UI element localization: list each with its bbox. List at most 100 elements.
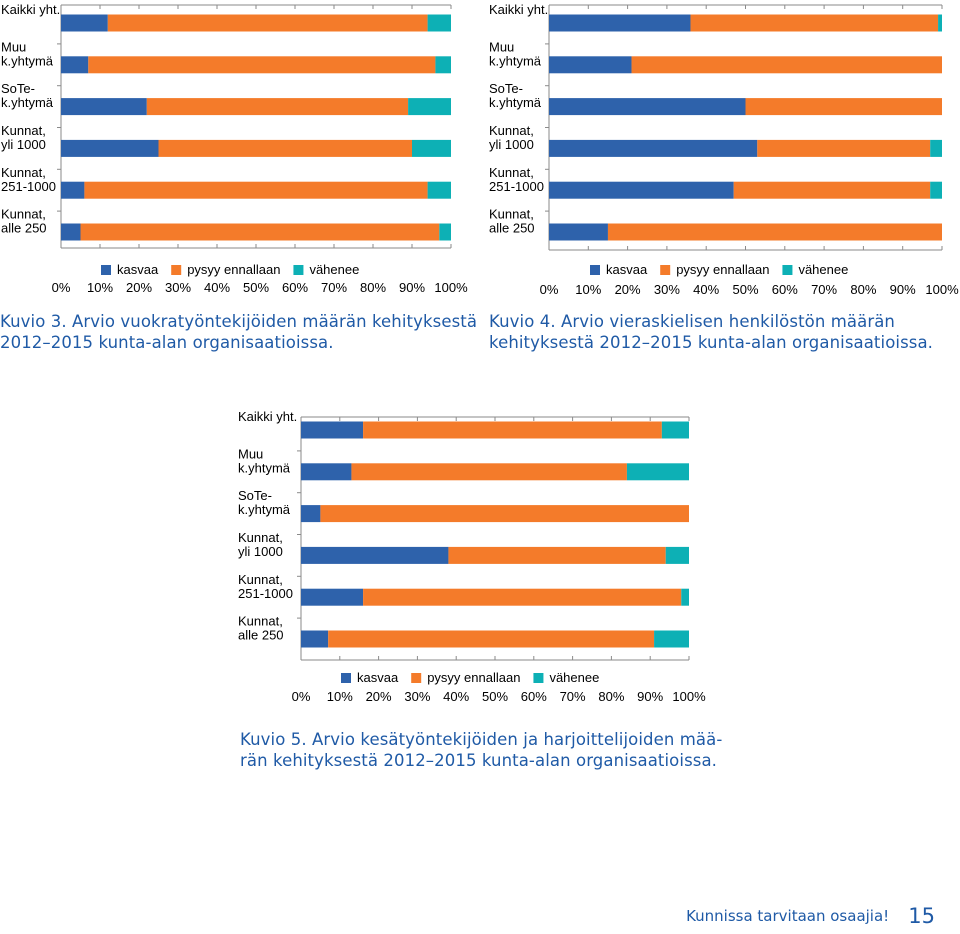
x-tick-label: 70% — [560, 689, 586, 704]
category-label: Kunnat, alle 250 — [238, 614, 284, 643]
bar-segment-kasvaa — [549, 98, 746, 116]
caption-kuvio-4: Kuvio 4. Arvio vieraskielisen henkilöstö… — [489, 311, 933, 353]
x-tick-label: 100% — [672, 689, 706, 704]
legend-swatch — [411, 673, 422, 683]
chart-kuvio-4: Kaikki yht.Muu k.yhtymäSoTe-k.yhtymäKunna… — [489, 2, 959, 297]
category-label-line: 251-1000 — [1, 179, 56, 194]
category-label-line: 251-1000 — [489, 179, 544, 194]
category-label: Kunnat, alle 250 — [1, 207, 47, 236]
category-label-line: alle 250 — [489, 221, 535, 236]
category-label-line: k.yhtymä — [489, 53, 542, 68]
x-tick-label: 30% — [165, 280, 191, 295]
category-label-line: Kunnat, — [238, 572, 283, 587]
caption-kuvio-3: Kuvio 3. Arvio vuokratyöntekijöiden määr… — [0, 311, 477, 353]
bar-segment-kasvaa — [549, 223, 608, 241]
category-label-line: k.yhtymä — [1, 95, 54, 110]
x-tick-label: 100% — [434, 280, 468, 295]
category-label-line: k.yhtymä — [1, 53, 54, 68]
category-label: Kunnat, yli 1000 — [238, 530, 283, 559]
bar-segment-vähenee — [661, 421, 689, 439]
bar-segment-pysyy — [158, 139, 412, 157]
bar-segment-kasvaa — [301, 630, 329, 648]
x-tick-label: 80% — [360, 280, 386, 295]
legend-label: kasvaa — [357, 670, 399, 685]
page-number: 15 — [908, 904, 935, 928]
x-tick-label: 60% — [772, 282, 798, 297]
x-tick-label: 0% — [52, 280, 71, 295]
legend-swatch — [341, 673, 351, 683]
x-tick-label: 30% — [654, 282, 680, 297]
category-label: Kunnat, 251-1000 — [1, 165, 56, 194]
x-tick-label: 100% — [925, 282, 959, 297]
category-label-line: Kunnat, — [489, 123, 534, 138]
category-label: Muu k.yhtymä — [238, 446, 291, 475]
x-tick-label: 80% — [598, 689, 624, 704]
category-label: Kaikki yht. — [1, 2, 60, 17]
bar-segment-pysyy — [607, 223, 942, 241]
category-label: SoTe-k.yhtymä — [1, 81, 54, 110]
x-tick-label: 0% — [292, 689, 311, 704]
category-label-line: Kunnat, — [1, 165, 46, 180]
category-label: Kunnat, 251-1000 — [489, 165, 544, 194]
category-label-line: Kaikki yht. — [238, 409, 297, 424]
x-tick-label: 10% — [327, 689, 353, 704]
x-tick-label: 90% — [637, 689, 663, 704]
category-label-line: Kunnat, — [238, 614, 283, 629]
category-label: Muu k.yhtymä — [489, 39, 542, 68]
category-label-line: alle 250 — [1, 221, 47, 236]
bar-segment-pysyy — [363, 588, 682, 606]
category-label-line: Kunnat, — [1, 207, 46, 222]
caption-kuvio-5: Kuvio 5. Arvio kesätyöntekijöiden ja har… — [240, 729, 722, 771]
bar-segment-pysyy — [80, 223, 440, 241]
category-label: Kaikki yht. — [238, 409, 297, 424]
category-label-line: SoTe- — [1, 81, 35, 96]
footer-text: Kunnissa tarvitaan osaajia! — [686, 907, 890, 925]
caption-line: kehityksestä 2012–2015 kunta-alan organi… — [489, 333, 934, 352]
category-label-line: Muu — [1, 39, 26, 54]
legend-label: vähenee — [798, 262, 848, 277]
legend-label: kasvaa — [117, 262, 159, 277]
legend-swatch — [660, 265, 671, 275]
bar-segment-kasvaa — [301, 421, 364, 439]
x-tick-label: 10% — [87, 280, 113, 295]
x-tick-label: 40% — [443, 689, 469, 704]
x-tick-label: 40% — [693, 282, 719, 297]
category-label-line: k.yhtymä — [238, 460, 291, 475]
bar-segment-kasvaa — [549, 14, 691, 32]
bar-segment-pysyy — [448, 546, 666, 564]
category-label: Kunnat, yli 1000 — [1, 123, 46, 152]
category-label: SoTe-k.yhtymä — [238, 488, 291, 517]
caption-line: Kuvio 4. Arvio vieraskielisen henkilöstö… — [489, 312, 895, 331]
x-tick-label: 50% — [732, 282, 758, 297]
legend-swatch — [533, 673, 544, 683]
category-label-line: k.yhtymä — [489, 95, 542, 110]
bar-segment-pysyy — [84, 181, 428, 199]
category-label-line: Kaikki yht. — [1, 2, 60, 17]
bar-segment-vähenee — [654, 630, 689, 648]
category-label-line: Kunnat, — [489, 207, 534, 222]
bar-segment-vähenee — [435, 56, 451, 74]
bar-segment-vähenee — [681, 588, 689, 606]
bar-segment-vähenee — [665, 546, 689, 564]
legend-swatch — [101, 265, 111, 275]
bar-segment-vähenee — [408, 98, 451, 116]
x-tick-label: 20% — [126, 280, 152, 295]
category-label-line: Kunnat, — [238, 530, 283, 545]
bar-segment-kasvaa — [301, 588, 364, 606]
bar-segment-pysyy — [745, 98, 942, 116]
caption-line: rän kehityksestä 2012–2015 kunta-alan or… — [240, 751, 718, 770]
bar-segment-kasvaa — [61, 223, 81, 241]
category-label-line: yli 1000 — [238, 544, 283, 559]
bar-segment-pysyy — [88, 56, 436, 74]
x-tick-label: 10% — [575, 282, 601, 297]
bar-segment-pysyy — [757, 139, 931, 157]
category-label: SoTe-k.yhtymä — [489, 81, 542, 110]
legend-label: pysyy ennallaan — [676, 262, 769, 277]
legend-label: kasvaa — [606, 262, 648, 277]
legend-swatch — [590, 265, 600, 275]
x-tick-label: 20% — [366, 689, 392, 704]
category-label-line: yli 1000 — [489, 137, 534, 152]
x-tick-label: 30% — [404, 689, 430, 704]
category-label: Kunnat, alle 250 — [489, 207, 535, 236]
bar-segment-vähenee — [938, 14, 942, 32]
